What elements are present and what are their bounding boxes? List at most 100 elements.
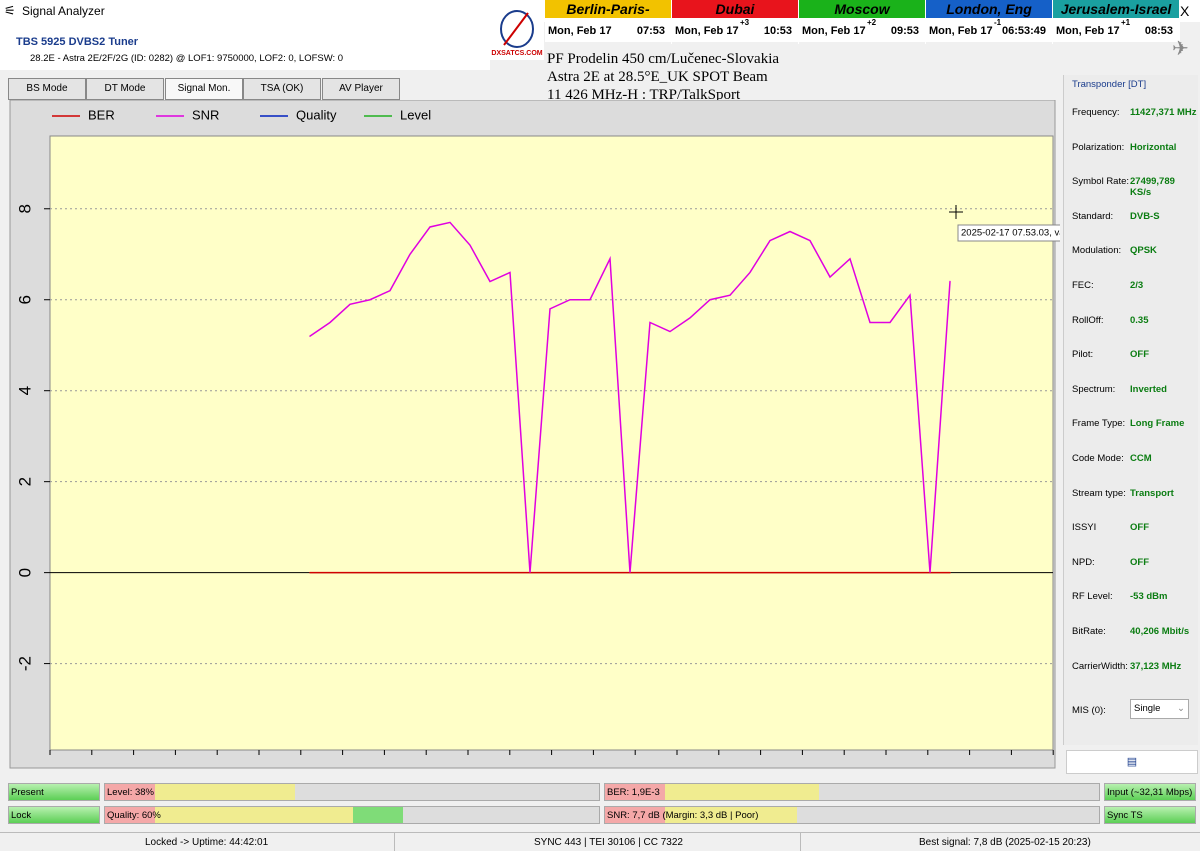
legend-label: BER xyxy=(88,107,115,122)
field-label: Spectrum: xyxy=(1072,383,1116,395)
clock-offset: +2 xyxy=(867,18,877,27)
field-value: DVB-S xyxy=(1130,210,1160,222)
plot-area xyxy=(49,135,1054,751)
footer-sync: SYNC 443 | TEI 30106 | CC 7322 xyxy=(534,837,683,848)
footer: Locked -> Uptime: 44:42:01 SYNC 443 | TE… xyxy=(0,832,1200,851)
overlay-line: 11 426 MHz-H : TRP/TalkSport xyxy=(547,87,741,103)
close-button[interactable]: X xyxy=(1180,3,1190,19)
legend-label: Quality xyxy=(296,107,337,122)
y-tick-label: -2 xyxy=(15,656,34,671)
clock-date: Mon, Feb 17 xyxy=(548,25,612,37)
world-clocks: Berlin-Paris-LučenecMon, Feb 1707:53Duba… xyxy=(545,0,1200,44)
legend-label: Level xyxy=(400,107,431,122)
mis-label: MIS (0): xyxy=(1072,705,1106,716)
clock: Berlin-Paris-LučenecMon, Feb 17 07:53 xyxy=(545,0,672,44)
field-label: Frequency: xyxy=(1072,107,1120,118)
clock-time: 07:53 xyxy=(636,25,665,37)
logo: DXSATCS.COM xyxy=(490,5,544,60)
field-label: Frame Type: xyxy=(1072,418,1126,430)
clock-date: Mon, Feb 17 xyxy=(929,25,993,37)
clock: Moscow Mon, Feb 17 +2 09:53 xyxy=(799,0,926,44)
field-label: CarrierWidth: xyxy=(1072,660,1128,672)
clock-offset: +3 xyxy=(740,18,750,27)
status-bar: SNR: 7,7 dB (Margin: 3,3 dB | Poor) xyxy=(604,806,1100,824)
tooltip: 2025-02-17 07.53.03, value: 7,8000001907… xyxy=(961,228,1060,239)
field-label: Pilot: xyxy=(1072,349,1094,361)
field-value: 37,123 MHz xyxy=(1130,660,1182,672)
clock-row: Mon, Feb 17 -1 06:53:49 xyxy=(926,18,1052,42)
clock-city: Moscow xyxy=(799,0,925,18)
field-value: CCM xyxy=(1130,453,1152,464)
field-label: BitRate: xyxy=(1072,626,1106,637)
clock: Jerusalem-Israel Mon, Feb 17 +1 08:53 xyxy=(1053,0,1180,44)
chart: -2 0 2 4 6 8 BER SNR Quality Level 2025-02-17 07.5… xyxy=(9,100,1060,769)
status-indicator: Input (~32,31 Mbps) xyxy=(1104,783,1196,801)
clock: Dubai Mon, Feb 17 +3 10:53 xyxy=(672,0,799,44)
clock-date: Mon, Feb 17 xyxy=(1056,25,1120,37)
field-value: OFF xyxy=(1130,522,1149,534)
transponder-panel: Transponder [DT] Frequency: 11427,371 MHz… xyxy=(1063,75,1198,745)
status-bar: Level: 38% xyxy=(104,783,600,801)
tab[interactable]: Signal Mon. xyxy=(165,78,243,100)
overlay-line: Astra 2E at 28.5°E_UK SPOT Beam xyxy=(547,69,768,85)
clock-row: Mon, Feb 17 +2 09:53 xyxy=(799,18,925,42)
field-value: 0.35 xyxy=(1130,314,1149,326)
series-line xyxy=(309,221,951,573)
field-value: -53 dBm xyxy=(1130,591,1168,603)
tab[interactable]: AV Player xyxy=(322,78,400,100)
footer-uptime: Locked -> Uptime: 44:42:01 xyxy=(145,837,269,848)
status-indicator: Sync TS xyxy=(1104,806,1196,824)
tab[interactable]: BS Mode xyxy=(8,78,86,100)
clock-date: Mon, Feb 17 xyxy=(802,25,866,37)
tab[interactable]: DT Mode xyxy=(86,78,164,100)
status-bar: Quality: 60% xyxy=(104,806,600,824)
clock-row: Mon, Feb 17 +1 08:53 xyxy=(1053,18,1179,42)
field-value: Inverted xyxy=(1130,383,1167,395)
legend-label: SNR xyxy=(192,107,219,122)
panel-title: Transponder [DT] xyxy=(1072,79,1147,90)
clock-row: Mon, Feb 17 07:53 xyxy=(545,18,671,42)
status-indicator: Lock xyxy=(8,806,100,824)
device-header: TBS 5925 DVBS2 Tuner 28.2E - Astra 2E/2F… xyxy=(0,22,490,70)
save-button[interactable]: ▤ xyxy=(1066,750,1198,774)
overlay-line: PF Prodelin 450 cm/Lučenec-Slovakia xyxy=(547,51,780,67)
field-label: ISSYI xyxy=(1072,522,1097,534)
tooltip-box xyxy=(957,224,1060,242)
clock-city: London, Eng xyxy=(926,0,1052,18)
field-value: OFF xyxy=(1130,349,1149,361)
clock-time: 08:53 xyxy=(1144,25,1173,37)
field-label: RF Level: xyxy=(1072,591,1113,603)
clock-city: Jerusalem-Israel xyxy=(1053,0,1179,18)
field-value: QPSK xyxy=(1130,245,1157,257)
field-label: Polarization: xyxy=(1072,141,1125,153)
clock-city: Berlin-Paris-Lučenec xyxy=(545,0,671,35)
clock-time: 06:53:49 xyxy=(1001,25,1046,37)
footer-best: Best signal: 7,8 dB (2025-02-15 20:23) xyxy=(919,837,1091,848)
field-value: 27499,789 KS/s xyxy=(1130,176,1175,199)
app-icon: ⚟ xyxy=(4,3,16,18)
field-label: FEC: xyxy=(1072,280,1094,291)
y-tick-label: 4 xyxy=(15,386,34,395)
satellite-icon: ✈ xyxy=(1172,38,1189,60)
tab[interactable]: TSA (OK) xyxy=(243,78,321,100)
field-label: Stream type: xyxy=(1072,487,1126,499)
y-tick-label: 8 xyxy=(15,204,34,213)
y-tick-label: 6 xyxy=(15,295,34,304)
status-bar: BER: 1,9E-3 xyxy=(604,783,1100,801)
field-value: Long Frame xyxy=(1130,418,1185,430)
mis-select[interactable]: Single ⌄ xyxy=(1130,699,1189,719)
field-value: 40,206 Mbit/s xyxy=(1130,626,1190,637)
clock-row: Mon, Feb 17 +3 10:53 xyxy=(672,18,798,42)
field-label: Symbol Rate: xyxy=(1072,176,1130,188)
field-value: Transport xyxy=(1130,487,1174,499)
field-label: NPD: xyxy=(1072,556,1095,568)
clock-date: Mon, Feb 17 xyxy=(675,25,739,37)
field-value: OFF xyxy=(1130,556,1149,568)
field-label: Code Mode: xyxy=(1072,453,1124,464)
clock-time: 09:53 xyxy=(890,25,919,37)
device-name: TBS 5925 DVBS2 Tuner xyxy=(16,36,139,48)
device-info: 28.2E - Astra 2E/2F/2G (ID: 0282) @ LOF1… xyxy=(30,53,344,64)
window-title: Signal Analyzer xyxy=(22,4,105,18)
y-tick-label: 0 xyxy=(15,568,34,577)
